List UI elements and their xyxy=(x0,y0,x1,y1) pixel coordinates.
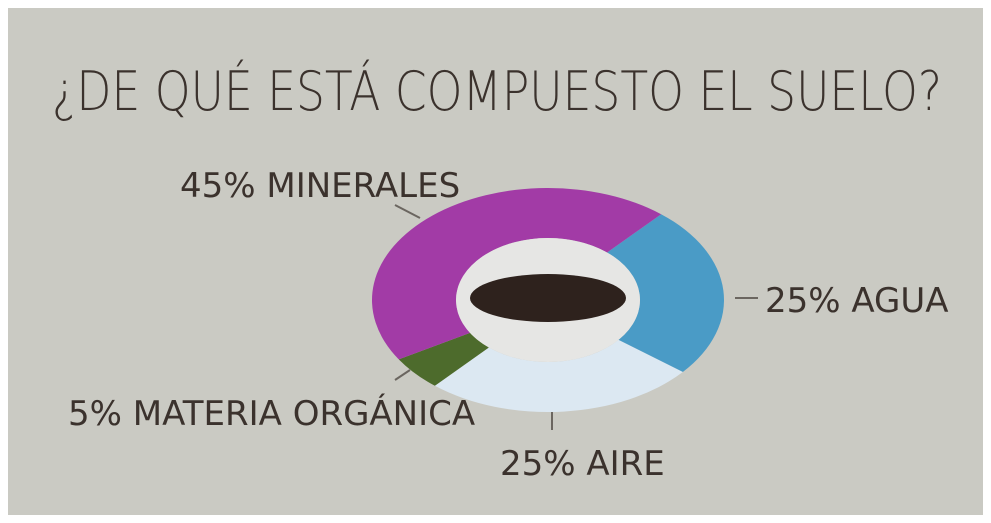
donut-slice xyxy=(398,332,489,386)
soil-image xyxy=(470,274,626,322)
value-label: 25% xyxy=(765,281,841,321)
donut xyxy=(372,188,724,412)
slice-label: 25% AGUA xyxy=(765,281,949,321)
value-label: 45% xyxy=(180,166,256,206)
chart-title: ¿DE QUÉ ESTÁ COMPUESTO EL SUELO? xyxy=(52,60,942,123)
category-label: MATERIA ORGÁNICA xyxy=(133,393,475,434)
slice-label: 45% MINERALES xyxy=(180,166,460,206)
donut-slice xyxy=(372,188,662,360)
category-label: AIRE xyxy=(586,444,664,484)
value-label: 5% xyxy=(68,394,122,434)
category-label: MINERALES xyxy=(266,166,460,206)
category-label: AGUA xyxy=(851,281,948,321)
leader-line xyxy=(394,204,421,219)
donut-slice xyxy=(434,339,683,412)
slice-label: 25% AIRE xyxy=(500,444,665,484)
donut-slice xyxy=(607,214,724,372)
value-label: 25% xyxy=(500,444,576,484)
leader-line xyxy=(394,369,411,381)
slice-label: 5% MATERIA ORGÁNICA xyxy=(68,393,475,434)
